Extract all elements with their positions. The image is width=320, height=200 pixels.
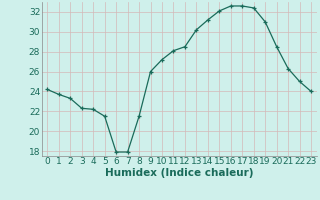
X-axis label: Humidex (Indice chaleur): Humidex (Indice chaleur)	[105, 168, 253, 178]
